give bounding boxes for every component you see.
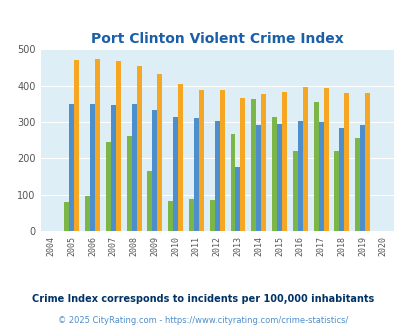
Bar [354,138,359,231]
Bar [198,90,203,231]
Bar [323,87,328,231]
Bar [302,86,307,231]
Bar [126,136,131,231]
Bar [276,124,281,231]
Bar [318,122,323,231]
Bar [313,102,318,231]
Bar [214,121,219,231]
Bar [359,125,364,231]
Bar [219,90,224,231]
Bar [343,93,348,231]
Bar [178,84,183,231]
Bar [115,61,121,231]
Bar [152,110,157,231]
Bar [69,104,74,231]
Bar [256,125,260,231]
Bar [271,116,276,231]
Bar [64,202,69,231]
Title: Port Clinton Violent Crime Index: Port Clinton Violent Crime Index [91,32,343,46]
Bar [157,74,162,231]
Bar [168,201,173,231]
Bar [194,118,198,231]
Bar [209,200,214,231]
Bar [339,128,343,231]
Text: Crime Index corresponds to incidents per 100,000 inhabitants: Crime Index corresponds to incidents per… [32,294,373,304]
Bar [85,196,90,231]
Bar [364,93,369,231]
Bar [147,171,152,231]
Bar [131,104,136,231]
Bar [297,121,302,231]
Bar [235,167,240,231]
Bar [111,105,115,231]
Text: © 2025 CityRating.com - https://www.cityrating.com/crime-statistics/: © 2025 CityRating.com - https://www.city… [58,316,347,325]
Bar [281,92,286,231]
Bar [240,98,245,231]
Bar [106,142,111,231]
Bar [173,116,178,231]
Bar [251,99,256,231]
Bar [334,151,339,231]
Bar [90,104,95,231]
Bar [188,199,194,231]
Bar [292,151,297,231]
Bar [74,60,79,231]
Bar [260,94,266,231]
Bar [230,134,235,231]
Bar [95,59,100,231]
Bar [136,66,141,231]
